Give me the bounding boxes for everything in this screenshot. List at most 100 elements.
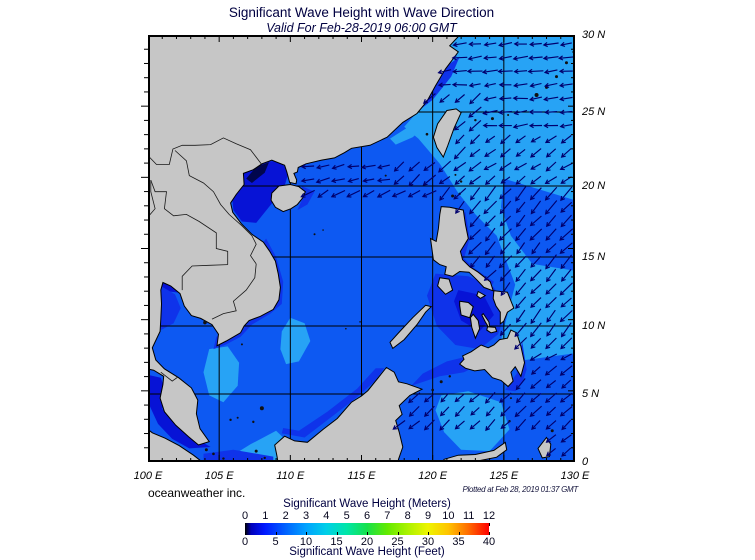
legend-title-feet: Significant Wave Height (Feet) bbox=[289, 546, 445, 558]
meter-tick-label: 0 bbox=[241, 510, 249, 522]
colorbar-tick-feet bbox=[245, 532, 246, 535]
feet-tick-label: 35 bbox=[452, 536, 465, 548]
meter-tick-label: 3 bbox=[302, 510, 310, 522]
land-samar-leyte bbox=[492, 290, 515, 325]
meter-tick-label: 4 bbox=[323, 510, 330, 522]
wave-direction-arrows bbox=[300, 41, 574, 457]
meter-tick-label: 8 bbox=[404, 510, 411, 522]
meter-tick-label: 2 bbox=[282, 510, 289, 522]
sea-patch-gulf-of-tonkin bbox=[232, 160, 289, 223]
colorbar-tick-feet bbox=[458, 532, 460, 535]
lat-label-25N: 25 N bbox=[582, 106, 606, 118]
feet-tick-label: 10 bbox=[299, 536, 313, 548]
land-masbate bbox=[476, 290, 487, 300]
island-dot bbox=[359, 321, 361, 323]
page-title: Significant Wave Height with Wave Direct… bbox=[228, 5, 495, 20]
country-border bbox=[174, 150, 257, 265]
island-dot bbox=[509, 397, 512, 400]
meter-tick-label: 1 bbox=[262, 510, 269, 522]
land-taiwan bbox=[432, 108, 462, 159]
lon-label-125E: 125 E bbox=[489, 470, 519, 482]
country-border bbox=[160, 371, 179, 382]
lat-label-20N: 20 N bbox=[582, 180, 606, 192]
land-bohol bbox=[486, 326, 498, 334]
feet-tick-label: 15 bbox=[330, 536, 343, 548]
country-border bbox=[148, 180, 156, 218]
land-mindanao bbox=[458, 329, 526, 388]
lat-label-15N: 15 N bbox=[582, 251, 606, 263]
sea-patch-vietnam-offshore-patch bbox=[280, 317, 311, 365]
sea-patch-borneo-nw-fringe bbox=[281, 368, 385, 438]
island-dot bbox=[259, 406, 264, 411]
feet-tick-label: 40 bbox=[482, 536, 496, 548]
land-borneo bbox=[274, 366, 424, 462]
island-dot bbox=[384, 174, 387, 177]
land-layer bbox=[148, 35, 575, 462]
land-cebu bbox=[481, 312, 491, 331]
lat-label-30N: 30 N bbox=[582, 29, 606, 41]
feet-tick-label: 20 bbox=[360, 536, 374, 548]
sea-patch-gulf-thailand-west bbox=[160, 286, 181, 331]
island-dot bbox=[222, 457, 225, 460]
colorbar-tick-feet bbox=[306, 532, 307, 535]
island-dot bbox=[252, 420, 255, 424]
island-dot bbox=[554, 75, 558, 79]
island-dot bbox=[236, 416, 239, 419]
land-mindoro bbox=[437, 277, 454, 295]
island-dot bbox=[425, 132, 429, 136]
sea-patch-java-sea-edge bbox=[203, 449, 274, 462]
colorbar-tick-feet bbox=[489, 532, 490, 535]
meter-tick-label: 6 bbox=[363, 510, 371, 522]
island-dot bbox=[451, 194, 455, 198]
title-block: Significant Wave Height with Wave Direct… bbox=[148, 5, 575, 35]
sea-patch-gulf-thailand-patch bbox=[203, 346, 240, 403]
map-canvas bbox=[141, 35, 575, 462]
geography-layer bbox=[128, 35, 575, 462]
island-dot bbox=[313, 233, 316, 236]
island-dot bbox=[204, 448, 208, 452]
legend-title-meters: Significant Wave Height (Meters) bbox=[283, 498, 451, 510]
island-dot bbox=[474, 118, 477, 122]
feet-tick-label: 25 bbox=[391, 536, 404, 548]
meter-tick-label: 11 bbox=[462, 510, 475, 522]
island-dot bbox=[448, 375, 451, 378]
colorbar-tick-feet bbox=[275, 532, 277, 535]
land-palawan bbox=[389, 304, 433, 350]
land-hainan bbox=[270, 183, 306, 213]
lat-label-5N: 5 N bbox=[582, 388, 600, 400]
country-border bbox=[181, 264, 228, 291]
colorbar-tick-meter bbox=[489, 523, 490, 526]
lon-label-115E: 115 E bbox=[347, 470, 376, 482]
colorbar-tick-feet bbox=[336, 532, 338, 535]
island-dot bbox=[263, 456, 266, 460]
island-dot bbox=[229, 418, 232, 422]
colorbar-tick-feet bbox=[367, 532, 368, 535]
feet-tick-label: 0 bbox=[241, 536, 249, 548]
island-dot bbox=[431, 388, 434, 392]
island-dot bbox=[459, 180, 463, 183]
colorbar-tick-feet bbox=[397, 532, 399, 535]
island-dot bbox=[240, 343, 243, 346]
plotted-timestamp: Plotted at Feb 28, 2019 01:37 GMT bbox=[462, 485, 578, 494]
lon-label-120E: 120 E bbox=[418, 470, 448, 482]
land-negros bbox=[469, 313, 481, 340]
island-dot bbox=[203, 320, 207, 325]
map-frame bbox=[148, 35, 575, 462]
credit-text: oceanweather inc. bbox=[148, 486, 246, 500]
sea-patch-andaman-corner bbox=[128, 368, 145, 387]
sea-patch-tonkin-zero-fringe bbox=[246, 162, 269, 183]
lon-label-110E: 110 E bbox=[276, 470, 305, 482]
island-dot bbox=[454, 173, 457, 176]
land-sumatra bbox=[148, 428, 203, 462]
land-luzon bbox=[429, 206, 494, 292]
colorbar-tick-feet bbox=[428, 532, 429, 535]
island-dot bbox=[534, 93, 539, 98]
sea-patch-celebes-patch bbox=[435, 391, 510, 452]
island-dot bbox=[254, 449, 258, 453]
meter-tick-label: 9 bbox=[424, 510, 432, 522]
wave-map bbox=[141, 35, 575, 462]
land-sulawesi-north-arm bbox=[442, 441, 508, 462]
valid-time-subtitle: Valid For Feb-28-2019 06:00 GMT bbox=[266, 21, 457, 35]
island-dot bbox=[439, 380, 443, 384]
